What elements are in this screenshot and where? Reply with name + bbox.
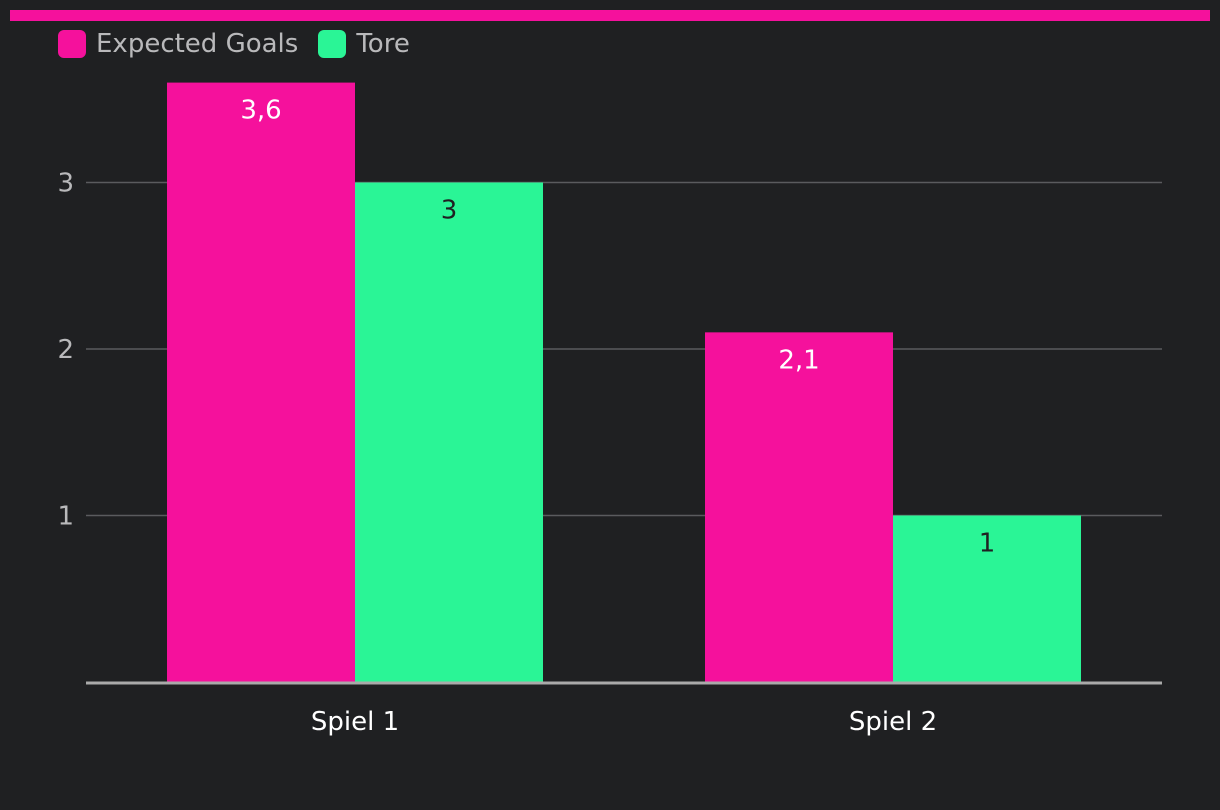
bar	[167, 82, 355, 683]
data-label: 1	[979, 529, 996, 559]
legend-label-expected-goals: Expected Goals	[96, 29, 299, 59]
x-tick-label: Spiel 1	[311, 707, 399, 737]
legend-swatch-tore	[318, 30, 347, 58]
data-label: 3	[441, 196, 458, 226]
bar	[893, 515, 1081, 682]
y-tick-label: 3	[57, 169, 74, 199]
bar	[355, 182, 543, 682]
legend: Expected Goals Tore	[58, 28, 430, 60]
legend-item-expected-goals[interactable]: Expected Goals	[58, 29, 298, 59]
data-label: 2,1	[778, 345, 819, 375]
y-tick-label: 1	[57, 502, 74, 532]
x-tick-label: Spiel 2	[849, 707, 937, 737]
legend-label-tore: Tore	[356, 29, 410, 59]
legend-item-tore[interactable]: Tore	[318, 29, 410, 59]
accent-top-bar	[10, 10, 1210, 21]
y-tick-label: 2	[57, 335, 74, 365]
legend-swatch-expected-goals	[58, 30, 86, 58]
bar	[705, 332, 893, 682]
data-label: 3,6	[240, 96, 281, 126]
